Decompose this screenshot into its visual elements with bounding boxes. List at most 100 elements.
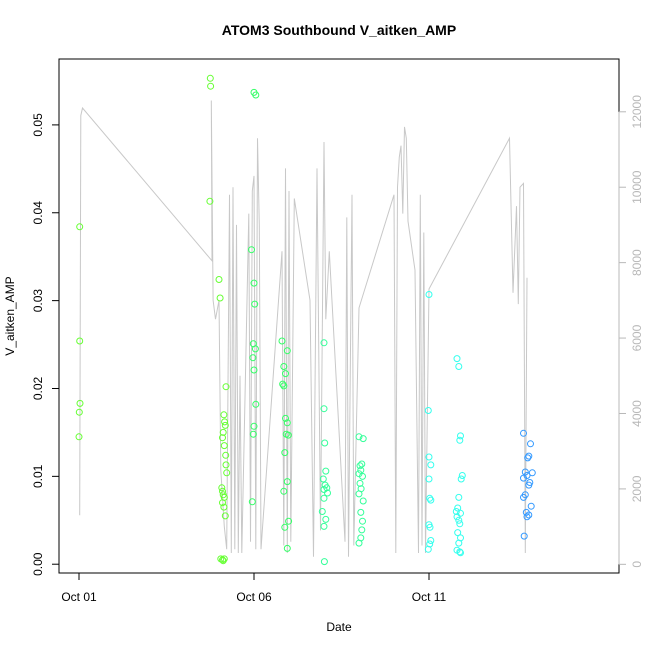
data-point: [220, 411, 228, 419]
data-point: [425, 453, 433, 461]
data-point: [282, 414, 289, 422]
data-point: [252, 91, 260, 99]
data-point: [520, 474, 527, 482]
data-point: [425, 291, 433, 298]
data-point: [283, 544, 291, 552]
y-right-tick-label: 6000: [630, 324, 644, 351]
data-point: [321, 439, 329, 447]
data-point: [356, 479, 364, 487]
data-point: [528, 469, 536, 477]
data-point: [456, 520, 464, 528]
data-point: [322, 467, 330, 475]
data-point: [281, 449, 289, 457]
data-point: [221, 421, 229, 429]
data-point: [206, 74, 214, 82]
y-left-tick-label: 0.04: [31, 201, 45, 225]
x-axis-label: Date: [326, 620, 352, 634]
data-point: [219, 487, 226, 495]
data-point: [280, 363, 288, 370]
y-left-tick-label: 0.02: [31, 376, 45, 400]
y-left-tick-label: 0.00: [31, 552, 45, 576]
data-point: [249, 354, 257, 362]
data-point: [457, 432, 464, 440]
plot-box: [58, 58, 620, 574]
data-point: [458, 472, 466, 479]
data-point: [222, 383, 230, 391]
data-point: [356, 462, 364, 470]
data-point: [452, 508, 460, 515]
data-point: [520, 532, 528, 540]
data-point: [319, 475, 327, 483]
data-point: [453, 513, 461, 521]
data-point: [455, 493, 463, 501]
data-point: [355, 490, 363, 498]
data-point: [427, 461, 435, 469]
chart-title: ATOM3 Southbound V_aitken_AMP: [222, 22, 456, 38]
data-point: [76, 223, 84, 231]
data-point: [355, 539, 363, 547]
data-point: [425, 475, 433, 483]
data-point: [527, 502, 535, 510]
data-point: [320, 494, 328, 502]
data-point: [426, 523, 434, 531]
data-point: [76, 399, 84, 407]
data-point: [424, 407, 432, 414]
data-point: [250, 366, 258, 374]
y-left-tick-label: 0.01: [31, 464, 45, 488]
data-point: [456, 436, 464, 444]
data-point: [223, 469, 231, 477]
x-tick-label: Oct 06: [236, 590, 272, 604]
data-point: [207, 82, 215, 90]
data-point: [221, 418, 229, 426]
data-point: [520, 493, 527, 501]
data-point: [75, 433, 83, 441]
y-axis-label: V_aitken_AMP: [3, 276, 17, 355]
data-point: [324, 489, 331, 497]
data-point: [523, 513, 531, 521]
data-point: [283, 478, 291, 486]
data-point: [219, 557, 227, 565]
secondary-line-layer: [79, 100, 528, 557]
data-point: [527, 440, 534, 448]
data-point: [220, 503, 228, 511]
y-right-tick-label: 8000: [630, 249, 644, 276]
data-point: [219, 499, 226, 507]
y-left-tick-label: 0.03: [31, 289, 45, 313]
data-point: [524, 454, 532, 462]
points-layer: [75, 74, 536, 566]
secondary-series-line: [79, 100, 528, 557]
data-point: [525, 481, 533, 489]
data-point: [520, 429, 527, 437]
data-point: [454, 504, 462, 512]
data-point: [282, 370, 289, 378]
y-right-tick-label: 10000: [630, 170, 644, 204]
data-point: [283, 347, 291, 355]
data-point: [279, 380, 287, 388]
data-point: [216, 294, 224, 302]
y-right-tick-label: 0: [630, 561, 644, 568]
data-point: [521, 468, 529, 476]
data-point: [76, 337, 84, 345]
data-point: [426, 494, 434, 502]
data-point: [75, 408, 83, 416]
data-point: [220, 442, 228, 450]
data-point: [280, 487, 288, 495]
data-point: [359, 517, 366, 525]
data-point: [320, 522, 328, 530]
data-point: [250, 279, 258, 287]
data-point: [219, 428, 227, 436]
y-axis-right: 0 2000 4000 6000 8000 10000 12000: [618, 95, 644, 568]
data-point: [454, 529, 462, 537]
data-point: [248, 246, 255, 254]
data-point: [218, 484, 226, 492]
data-point: [358, 526, 366, 534]
data-point: [220, 555, 228, 563]
data-point: [427, 496, 435, 504]
data-point: [424, 545, 432, 553]
data-point: [206, 197, 214, 205]
data-point: [283, 419, 291, 427]
x-tick-label: Oct 01: [61, 590, 97, 604]
data-point: [456, 548, 464, 556]
data-point: [525, 511, 533, 519]
